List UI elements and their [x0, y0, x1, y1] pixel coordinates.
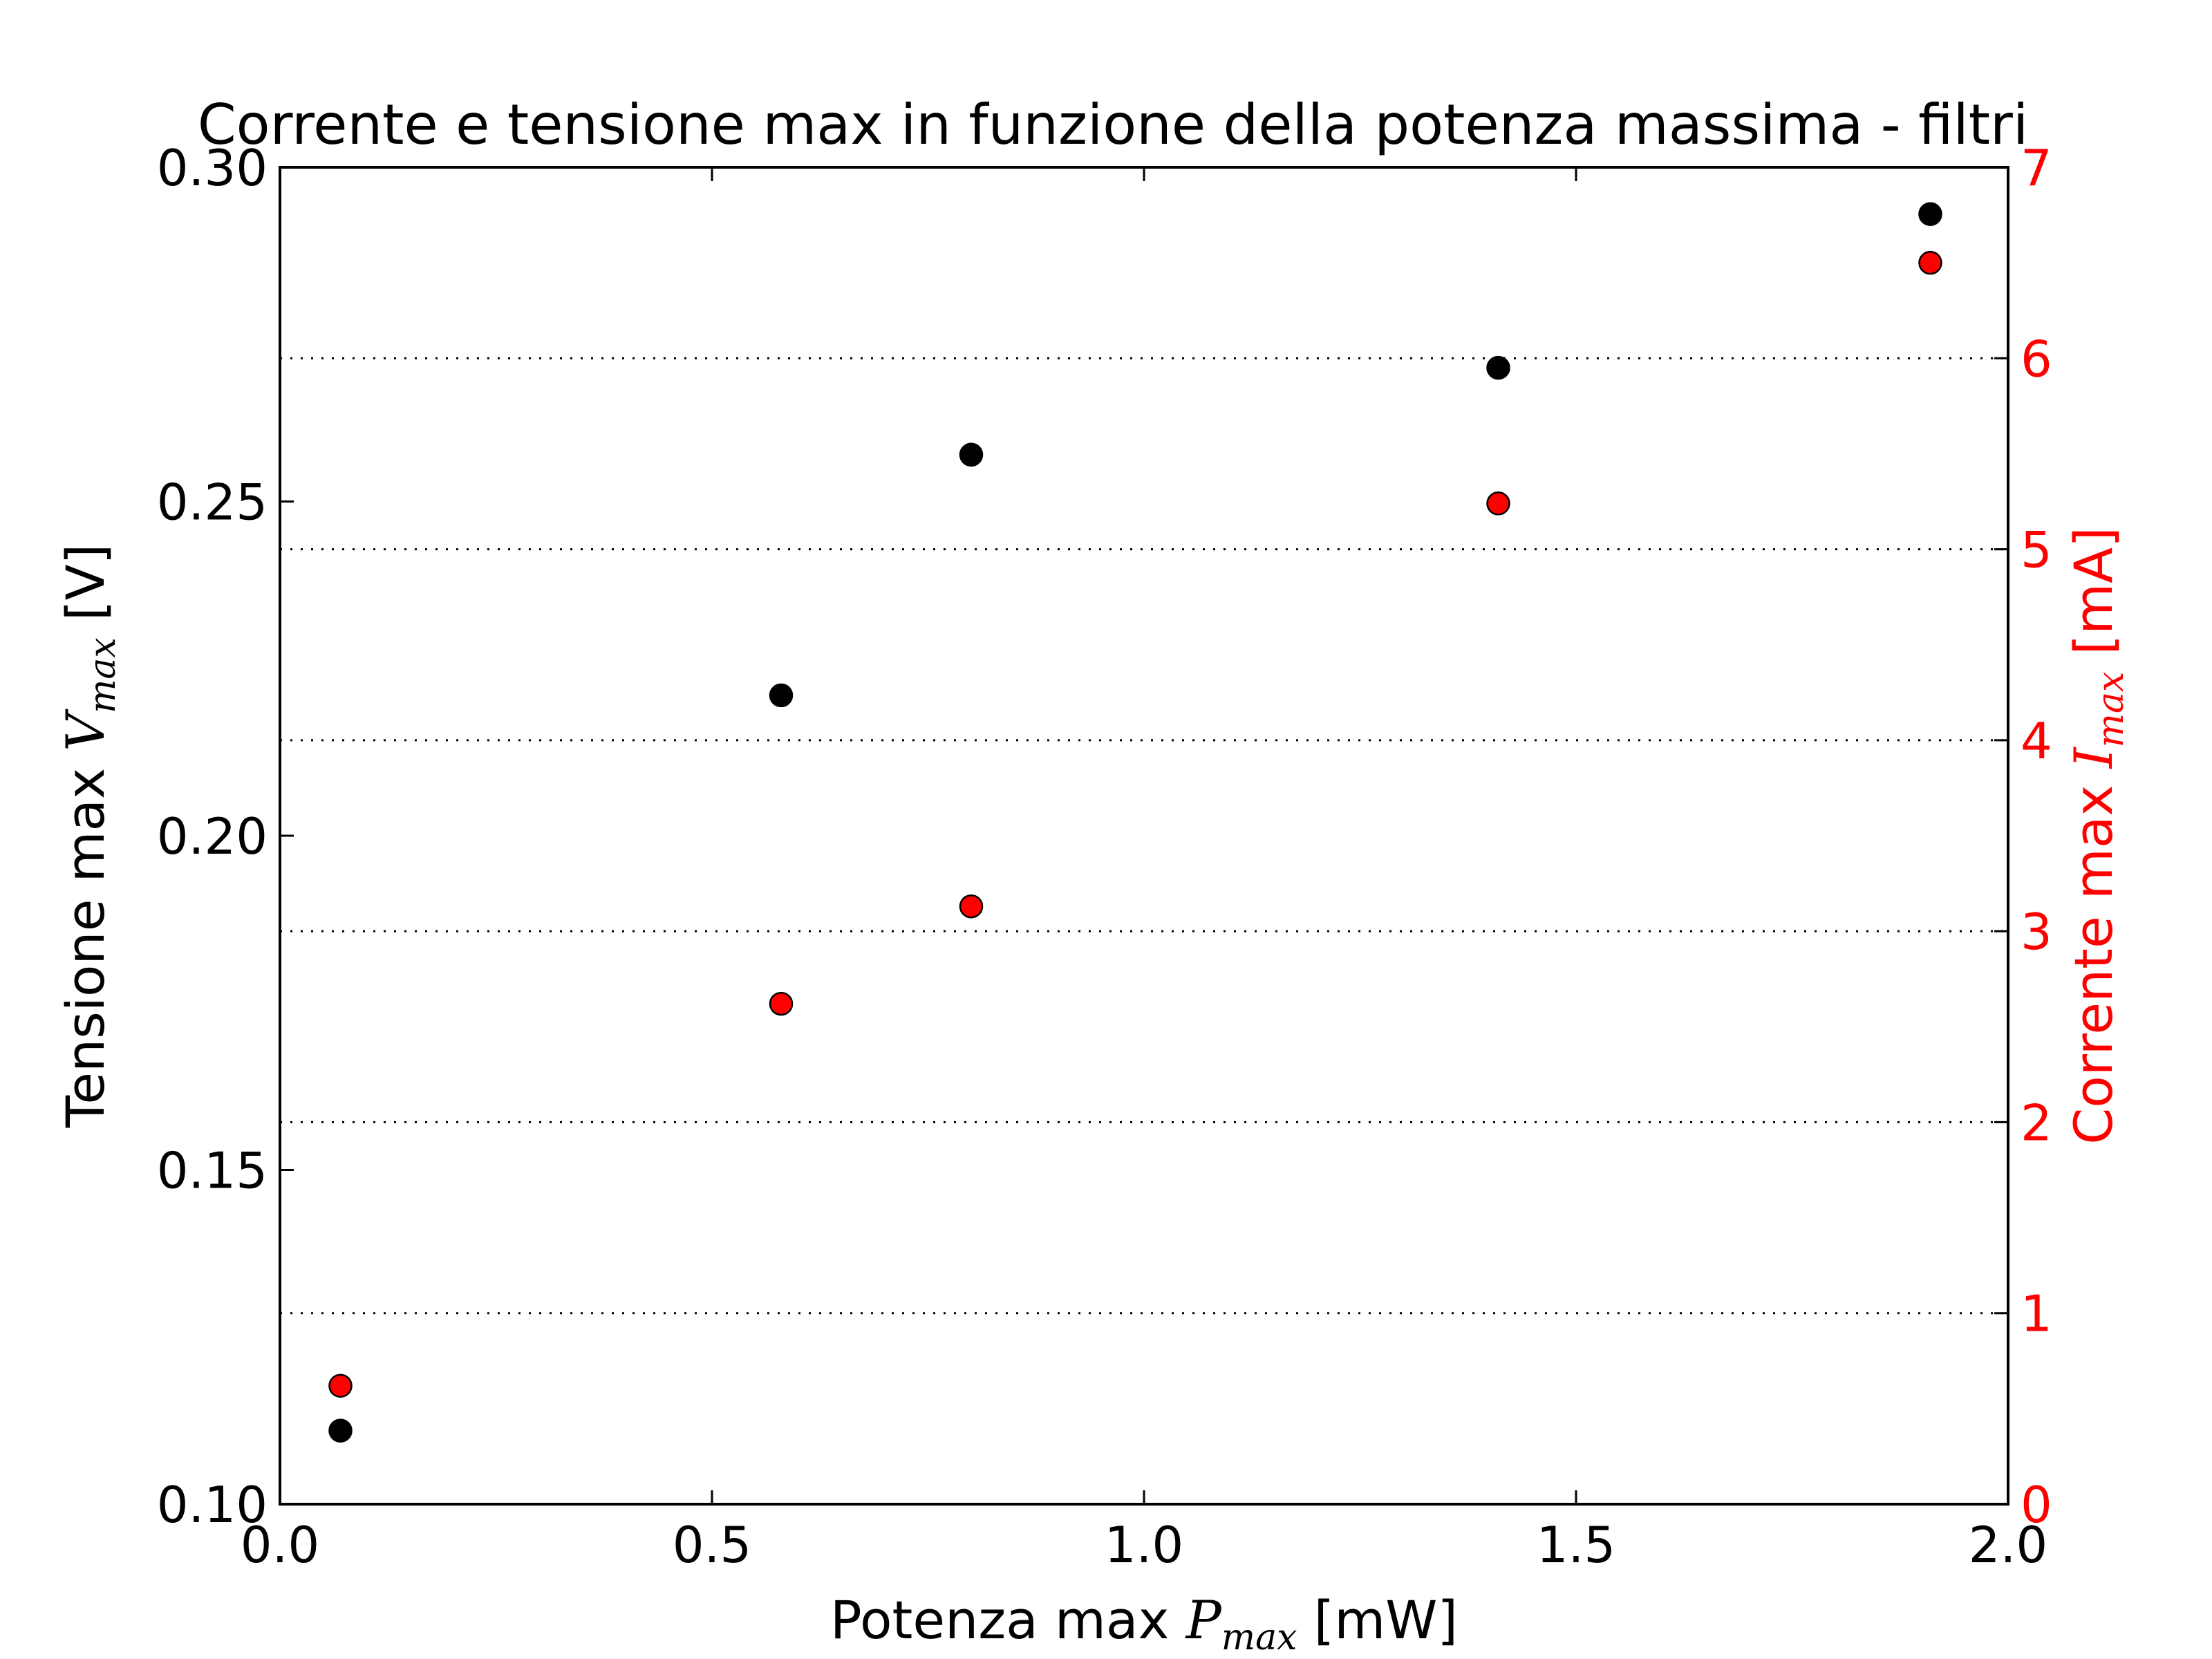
x-tick-label: 2.0: [1969, 1516, 2048, 1574]
y-left-tick-label: 0.20: [157, 807, 268, 865]
series-current-red: [328, 250, 1942, 1398]
voltage-point: [769, 683, 794, 708]
y-right-tick-label: 7: [2021, 139, 2052, 197]
y-left-tick-label: 0.10: [157, 1476, 268, 1534]
voltage-point: [328, 1418, 353, 1443]
y-right-tick-label: 5: [2021, 521, 2052, 579]
y-right-tick-label: 1: [2021, 1285, 2052, 1343]
current-point: [769, 991, 794, 1016]
y-right-tick-label: 0: [2021, 1476, 2052, 1534]
y-right-axis-label: Corrente max Imax [mA]: [2063, 527, 2132, 1145]
voltage-point: [1486, 355, 1510, 380]
x-tick-label: 1.0: [1105, 1516, 1184, 1574]
x-axis-ticks: 0.0 0.5 1.0 1.5 2.0: [241, 167, 2048, 1574]
x-axis-label: Potenza max Pmax [mW]: [830, 1589, 1458, 1658]
x-tick-label: 0.0: [241, 1516, 320, 1574]
current-point: [1918, 250, 1942, 275]
x-tick-label: 1.5: [1537, 1516, 1616, 1574]
x-tick-label: 0.5: [673, 1516, 752, 1574]
series-voltage-black: [328, 202, 1942, 1443]
current-point: [328, 1374, 353, 1398]
y-left-tick-label: 0.15: [157, 1142, 268, 1200]
chart-title: Corrente e tensione max in funzione dell…: [198, 93, 2028, 157]
y-right-tick-label: 3: [2021, 903, 2052, 961]
y-left-axis-label: Tensione max Vmax [V]: [55, 544, 124, 1128]
y-right-tick-label: 2: [2021, 1094, 2052, 1152]
y-right-tick-label: 6: [2021, 330, 2052, 388]
y-right-tick-label: 4: [2021, 712, 2052, 770]
y-left-tick-label: 0.30: [157, 139, 268, 197]
current-point: [959, 894, 984, 919]
data-points: [328, 202, 1942, 1443]
y-right-axis-ticks: 0 1 2 3 4 5 6 7: [1994, 139, 2052, 1534]
voltage-point: [959, 442, 984, 467]
y-left-axis-ticks: 0.10 0.15 0.20 0.25 0.30: [157, 139, 294, 1534]
current-point: [1486, 491, 1510, 516]
voltage-point: [1918, 202, 1942, 226]
y-left-tick-label: 0.25: [157, 474, 268, 532]
